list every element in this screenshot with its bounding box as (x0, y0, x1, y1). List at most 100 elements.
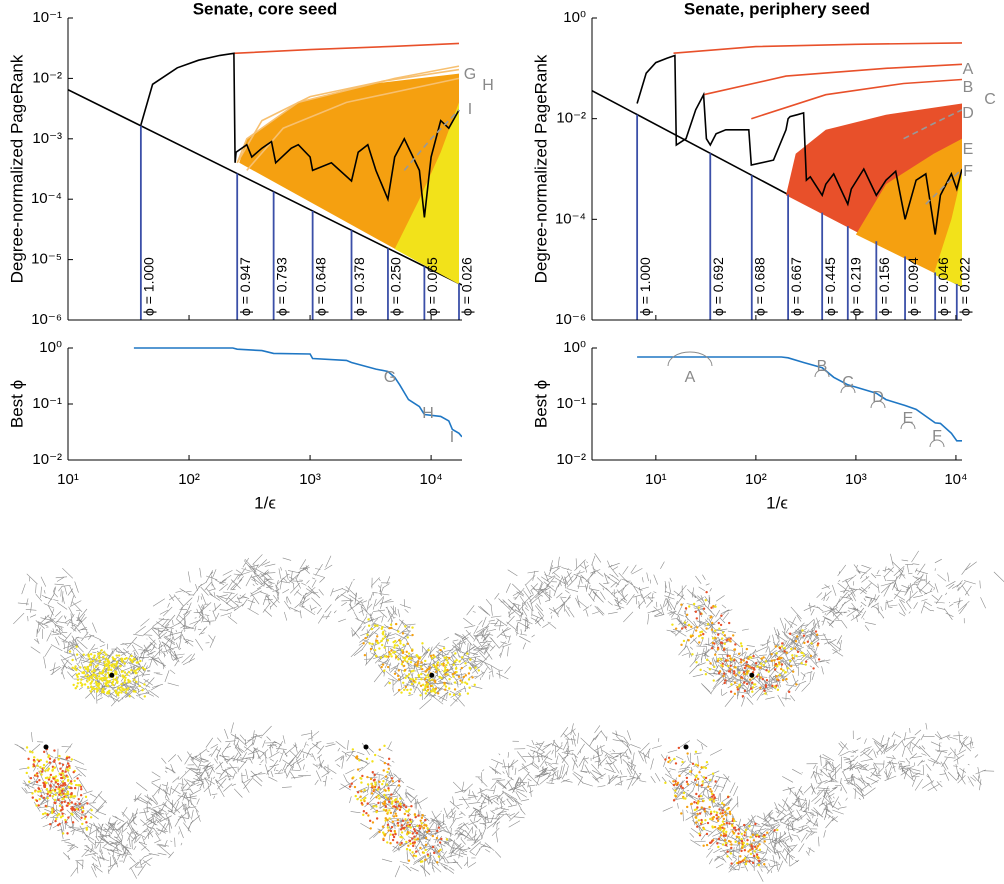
network-node (711, 826, 715, 829)
network-node (384, 775, 388, 778)
network-node (437, 668, 440, 672)
network-node (691, 653, 694, 656)
network-node (115, 660, 119, 664)
network-panel (14, 722, 351, 879)
network-node (733, 681, 737, 684)
network-node (739, 855, 742, 858)
network-node (124, 676, 127, 679)
network-node (746, 670, 749, 673)
network-node (440, 662, 444, 666)
network-node (725, 821, 729, 825)
network-node (444, 666, 447, 669)
network-node (98, 687, 101, 690)
seed-node (683, 744, 689, 750)
network-node (427, 648, 430, 652)
y-tick-label: 10⁻² (32, 69, 62, 86)
network-node (431, 845, 435, 849)
y-tick-label: 10⁻¹ (32, 9, 62, 26)
network-node (688, 605, 691, 608)
network-node (694, 750, 698, 754)
network-node (672, 780, 675, 783)
network-node (743, 681, 746, 684)
network-node (391, 820, 395, 823)
network-node (696, 626, 699, 629)
plot-area (592, 42, 962, 288)
network-node (730, 862, 733, 865)
network-node (61, 812, 64, 815)
network-node (746, 842, 749, 846)
network-node (452, 663, 455, 666)
network-node (102, 690, 106, 694)
network-node (393, 646, 396, 649)
network-node (75, 645, 78, 648)
area (933, 173, 962, 287)
network-node (417, 675, 421, 678)
network-node (724, 834, 727, 837)
network-node (141, 688, 144, 692)
network-node (722, 832, 726, 835)
network-node (49, 791, 52, 794)
network-node (366, 783, 370, 786)
line (133, 347, 462, 438)
network-node (119, 686, 123, 689)
network-node (71, 658, 74, 662)
network-node (699, 794, 703, 798)
network-node (709, 798, 713, 801)
network-node (134, 672, 137, 675)
network-node (388, 650, 391, 654)
network-node (67, 785, 71, 789)
network-node (79, 681, 82, 684)
network-node (57, 813, 61, 816)
network-node (420, 825, 423, 828)
annotation: D (962, 105, 974, 122)
network-node (419, 684, 423, 687)
network-node (759, 676, 763, 679)
network-node (706, 821, 710, 825)
network-node (754, 662, 758, 665)
network-node (437, 826, 441, 829)
network-node (86, 669, 90, 673)
network-node (402, 643, 405, 647)
network-node (734, 828, 737, 832)
network-node (377, 801, 380, 805)
network-node (62, 775, 65, 778)
network-node (394, 832, 397, 836)
network-node (115, 654, 118, 657)
network-node (51, 789, 54, 792)
network-node (739, 860, 743, 864)
network-node (762, 656, 765, 659)
network-node (745, 647, 749, 651)
network-node (32, 758, 36, 762)
network-node (421, 814, 424, 817)
network-node (780, 663, 784, 666)
network-node (729, 852, 733, 855)
network-node (350, 782, 353, 785)
network-node (711, 637, 715, 640)
network-node (672, 799, 676, 802)
network-node (712, 815, 716, 819)
network-node (682, 639, 686, 643)
network-node (388, 681, 391, 685)
network-node (466, 692, 470, 695)
network-node (757, 835, 761, 838)
network-node (50, 780, 53, 783)
network-node (80, 788, 83, 791)
network-node (353, 785, 357, 789)
network-node (757, 859, 761, 863)
network-node (406, 810, 410, 813)
network-node (748, 860, 751, 863)
network-node (724, 679, 727, 682)
network-node (422, 688, 426, 692)
network-node (121, 669, 124, 673)
network-node (400, 831, 404, 834)
network-node (455, 667, 458, 670)
network-node (121, 660, 124, 663)
network-node (734, 840, 737, 844)
network-node (103, 651, 106, 654)
network-node (755, 675, 759, 678)
network-node (732, 831, 735, 835)
network-node (380, 643, 384, 647)
network-node (48, 794, 52, 797)
network-node (64, 818, 67, 822)
network-node (401, 819, 405, 822)
